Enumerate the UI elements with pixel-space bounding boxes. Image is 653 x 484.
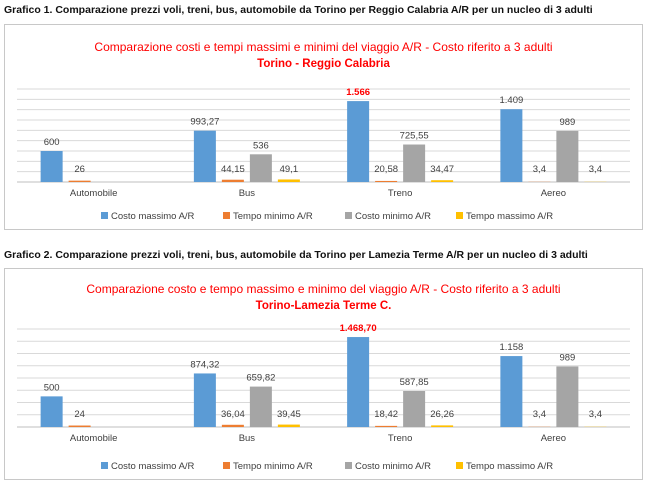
chart2-bar-tempo-massimo-a-r xyxy=(277,424,300,427)
chart1-data-label: 725,55 xyxy=(400,131,429,142)
chart1-bar-tempo-minimo-a-r xyxy=(375,180,398,182)
chart2-data-label: 1.158 xyxy=(499,342,523,353)
chart2-title: Comparazione costo e tempo massimo e min… xyxy=(86,282,560,296)
chart2-data-label: 587,85 xyxy=(400,377,429,388)
chart2-bar-costo-minimo-a-r xyxy=(249,386,272,427)
chart1-title: Comparazione costi e tempi massimi e min… xyxy=(94,40,552,54)
chart2-data-label: 24 xyxy=(74,409,85,420)
chart2-data-label: 18,42 xyxy=(374,409,398,420)
chart2-data-label: 36,04 xyxy=(221,409,245,420)
chart2-data-label: 989 xyxy=(559,352,575,363)
chart1-data-label: 1.566 xyxy=(346,87,370,98)
chart1-category-label: Bus xyxy=(239,188,256,199)
chart2-legend-label: Tempo massimo A/R xyxy=(466,461,553,472)
chart1-data-label: 34,47 xyxy=(430,164,454,175)
chart2-legend-label: Costo minimo A/R xyxy=(355,461,431,472)
chart2-bar-costo-massimo-a-r xyxy=(500,356,523,427)
chart1-bar-costo-massimo-a-r xyxy=(193,130,216,182)
chart2-data-label: 500 xyxy=(44,382,60,393)
chart2-bar-costo-minimo-a-r xyxy=(403,390,426,427)
chart1-subtitle: Torino - Reggio Calabria xyxy=(257,58,390,70)
chart1-data-label: 44,15 xyxy=(221,164,245,175)
chart1-category-label: Aereo xyxy=(541,188,566,199)
chart1-legend-swatch xyxy=(223,212,230,219)
chart1-caption: Grafico 1. Comparazione prezzi voli, tre… xyxy=(4,4,593,16)
chart2-category-label: Bus xyxy=(239,433,256,444)
chart2-bar-tempo-minimo-a-r xyxy=(375,425,398,427)
chart1-legend-label: Costo minimo A/R xyxy=(355,211,431,222)
chart2-legend-swatch xyxy=(223,462,230,469)
chart2-category-label: Treno xyxy=(388,433,412,444)
chart2-bar-costo-massimo-a-r xyxy=(193,373,216,427)
chart1-bar-costo-massimo-a-r xyxy=(347,101,370,182)
chart1-legend-swatch xyxy=(456,212,463,219)
chart1-bar-tempo-minimo-a-r xyxy=(68,180,91,182)
chart1-data-label: 49,1 xyxy=(280,164,299,175)
chart2-bar-tempo-minimo-a-r xyxy=(68,425,91,427)
chart2-data-label: 1.468,70 xyxy=(340,323,377,334)
chart1-data-label: 26 xyxy=(74,164,85,175)
chart1-bar-costo-minimo-a-r xyxy=(556,130,579,182)
chart1-bar-costo-massimo-a-r xyxy=(500,109,523,182)
chart2-data-label: 3,4 xyxy=(589,409,602,420)
chart2-bar-costo-massimo-a-r xyxy=(40,396,63,427)
chart1-data-label: 3,4 xyxy=(533,164,546,175)
chart2-category-label: Aereo xyxy=(541,433,566,444)
chart1-bar-tempo-minimo-a-r xyxy=(221,179,244,182)
chart2-bar-costo-minimo-a-r xyxy=(556,366,579,427)
chart1-category-label: Treno xyxy=(388,188,412,199)
chart1-data-label: 3,4 xyxy=(589,164,602,175)
chart1-bar-tempo-massimo-a-r xyxy=(277,179,300,182)
chart2-caption: Grafico 2. Comparazione prezzi voli, tre… xyxy=(4,249,588,261)
chart1-category-label: Automobile xyxy=(70,188,118,199)
chart2-bar-tempo-massimo-a-r xyxy=(431,425,454,427)
chart1-data-label: 600 xyxy=(44,137,60,148)
chart2-data-label: 659,82 xyxy=(246,373,275,384)
chart1-legend-label: Costo massimo A/R xyxy=(111,211,195,222)
chart1-legend-swatch xyxy=(345,212,352,219)
chart2-bar-tempo-minimo-a-r xyxy=(221,424,244,427)
chart1-bar-tempo-massimo-a-r xyxy=(431,180,454,182)
chart1-legend-label: Tempo massimo A/R xyxy=(466,211,553,222)
chart2-legend-swatch xyxy=(101,462,108,469)
chart2-data-label: 39,45 xyxy=(277,409,301,420)
chart1-bar-costo-minimo-a-r xyxy=(403,144,426,182)
chart2-bar-costo-massimo-a-r xyxy=(347,337,370,427)
chart1-container: Comparazione costi e tempi massimi e min… xyxy=(4,24,643,230)
chart1-data-label: 20,58 xyxy=(374,164,398,175)
chart2-svg: Comparazione costo e tempo massimo e min… xyxy=(17,282,630,472)
chart2-legend-swatch xyxy=(456,462,463,469)
chart2-data-label: 26,26 xyxy=(430,409,454,420)
chart1-data-label: 989 xyxy=(559,117,575,128)
chart2-subtitle: Torino-Lamezia Terme C. xyxy=(256,300,392,312)
chart2-legend-label: Tempo minimo A/R xyxy=(233,461,313,472)
chart1-data-label: 536 xyxy=(253,140,269,151)
chart2-legend-swatch xyxy=(345,462,352,469)
chart2-data-label: 874,32 xyxy=(190,359,219,370)
chart2-legend-label: Costo massimo A/R xyxy=(111,461,195,472)
chart1-legend-label: Tempo minimo A/R xyxy=(233,211,313,222)
chart1-bar-costo-minimo-a-r xyxy=(249,154,272,182)
chart1-svg: Comparazione costi e tempi massimi e min… xyxy=(17,40,630,222)
chart1-data-label: 1.409 xyxy=(499,95,523,106)
chart1-bar-costo-massimo-a-r xyxy=(40,151,63,182)
chart1-data-label: 993,27 xyxy=(190,117,219,128)
chart1-legend-swatch xyxy=(101,212,108,219)
chart2-container: Comparazione costo e tempo massimo e min… xyxy=(4,268,643,480)
chart2-data-label: 3,4 xyxy=(533,409,546,420)
chart2-category-label: Automobile xyxy=(70,433,118,444)
